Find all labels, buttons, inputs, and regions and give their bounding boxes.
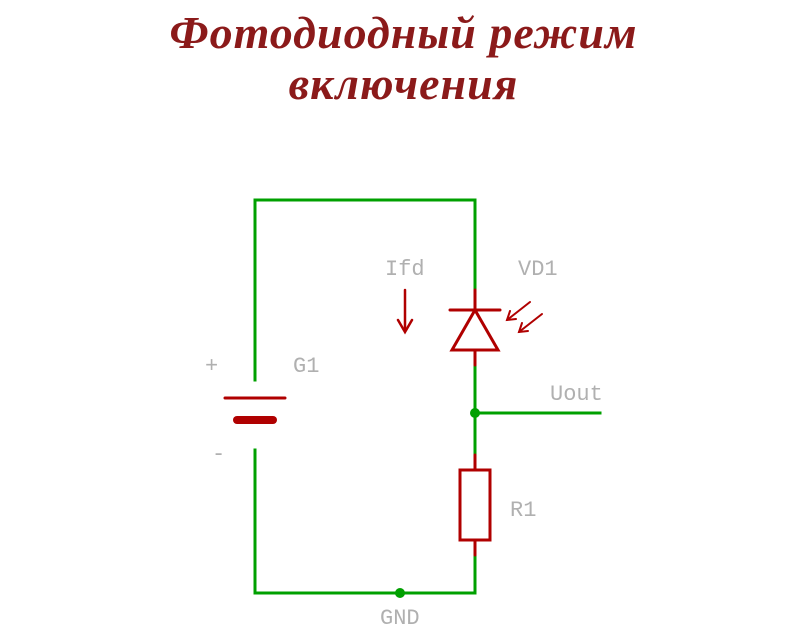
label-minus: - — [212, 442, 225, 467]
photodiode-vd1 — [450, 290, 542, 365]
label-plus: + — [205, 354, 218, 379]
current-arrow-ifd — [398, 290, 412, 332]
node-uout — [470, 408, 480, 418]
label-vd1: VD1 — [518, 257, 558, 282]
label-gnd: GND — [380, 606, 420, 625]
label-g1: G1 — [293, 354, 319, 379]
label-uout: Uout — [550, 382, 603, 407]
resistor-r1 — [460, 455, 490, 555]
battery-g1 — [225, 398, 285, 420]
circuit-diagram: Ifd VD1 G1 + - Uout R1 GND — [0, 0, 807, 625]
node-gnd — [395, 588, 405, 598]
label-ifd: Ifd — [385, 257, 425, 282]
label-r1: R1 — [510, 498, 536, 523]
